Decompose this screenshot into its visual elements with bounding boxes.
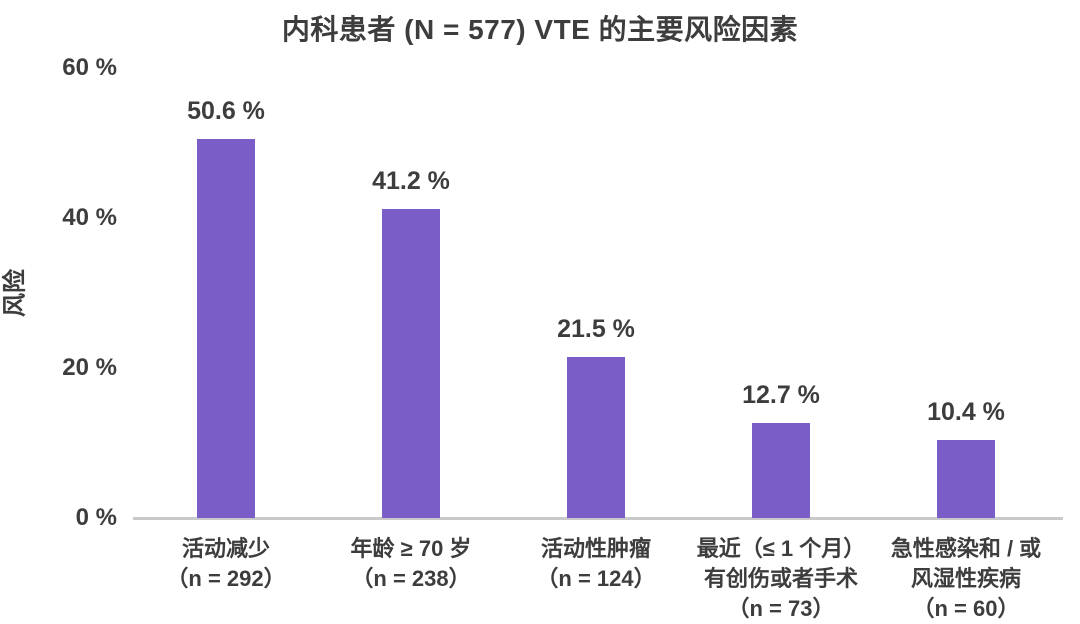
x-category-label: 急性感染和 / 或风湿性疾病 （n = 60）	[860, 534, 1072, 624]
x-category-label-line: （n = 73）	[727, 596, 835, 621]
bar-value-label: 21.5 %	[557, 314, 635, 343]
x-category-label-line: 最近（≤ 1 个月）	[696, 536, 866, 561]
x-category-label-line: 活动性肿瘤	[540, 536, 651, 561]
chart-title: 内科患者 (N = 577) VTE 的主要风险因素	[281, 14, 799, 45]
bar-value-label: 41.2 %	[372, 167, 450, 195]
x-category-label-line: 急性感染和 / 或	[890, 536, 1042, 561]
bar	[197, 138, 255, 518]
x-category-label: 最近（≤ 1 个月） 有创伤或者手术 （n = 73）	[675, 534, 887, 624]
bar-value-label: 12.7 %	[742, 380, 820, 409]
x-category-label-line: 活动减少	[181, 536, 270, 561]
bar-value-label: 50.6 %	[187, 96, 265, 125]
y-tick-label: 0 %	[75, 504, 117, 531]
bar	[382, 209, 440, 518]
bar	[937, 440, 995, 518]
y-tick-label: 20 %	[62, 354, 117, 381]
x-category-label-line: 风湿性疾病	[910, 566, 1021, 591]
x-category-label-line: （n = 124）	[536, 566, 656, 591]
x-axis-line	[133, 517, 1063, 520]
x-category-label-line: （n = 292）	[166, 566, 286, 591]
y-axis-label-text: 风险	[1, 269, 29, 317]
x-category-label-line: （n = 60）	[912, 596, 1020, 621]
bar	[567, 356, 625, 518]
x-category-label: 活动性肿瘤 （n = 124）	[490, 534, 702, 594]
x-category-label: 年龄 ≥ 70 岁 （n = 238）	[305, 534, 517, 594]
x-category-label-line: （n = 238）	[351, 566, 471, 591]
bar-value-label: 10.4 %	[927, 398, 1005, 426]
x-category-label-line: 有创伤或者手术	[703, 566, 858, 591]
y-tick-label: 40 %	[62, 204, 117, 231]
x-category-label-line: 年龄 ≥ 70 岁	[350, 536, 472, 561]
y-tick-label: 60 %	[62, 54, 117, 81]
x-category-label: 活动减少 （n = 292）	[120, 534, 332, 594]
bar	[752, 422, 810, 518]
